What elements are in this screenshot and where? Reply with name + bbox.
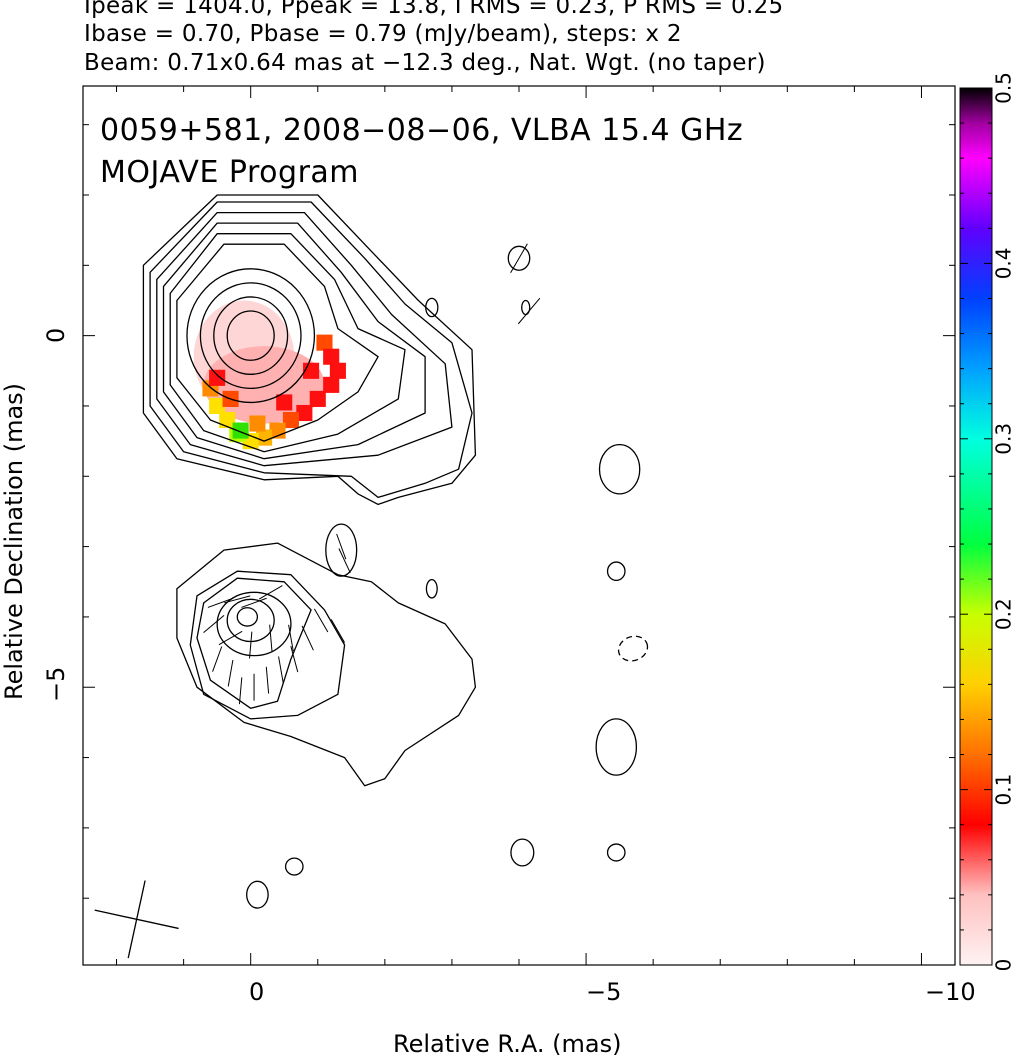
south-contour	[176, 542, 477, 787]
frac-pol-pixel	[309, 390, 326, 407]
evpa-tick	[330, 619, 346, 643]
chart-subtitle: MOJAVE Program	[100, 155, 360, 190]
isolated-contour	[606, 561, 626, 581]
colorbar-tick-label: 0.3	[992, 423, 1016, 455]
evpa-tick	[258, 585, 283, 600]
isolated-contour	[425, 297, 439, 318]
core-contour	[186, 268, 316, 404]
evpa-tick	[301, 625, 314, 651]
south-contour	[189, 570, 346, 720]
frac-pol-pixel	[209, 369, 226, 386]
evpa-tick	[203, 614, 225, 633]
beam-minor-axis	[94, 909, 179, 930]
jet-contour	[149, 201, 473, 499]
colorbar-tick-label: 0	[992, 959, 1016, 972]
jet-contour	[176, 243, 379, 442]
y-axis-label: Relative Declination (mas)	[0, 382, 28, 700]
evpa-tick	[278, 656, 284, 683]
colorbar-tick-label: 0.5	[992, 72, 1016, 104]
frac-pol-pixel	[232, 422, 249, 439]
south-contour	[226, 598, 275, 643]
x-axis-label: Relative R.A. (mas)	[393, 1030, 622, 1058]
frac-pol-pixel	[249, 415, 266, 432]
evpa-tick	[238, 677, 243, 705]
evpa-tick	[207, 597, 234, 608]
isolated-contour	[598, 443, 641, 495]
evpa-tick	[313, 608, 329, 633]
evpa-tick	[227, 659, 234, 687]
evpa-tick	[517, 297, 541, 325]
frac-pol-pixel	[282, 411, 299, 429]
colorbar-tick-label: 0.2	[992, 598, 1016, 630]
colorbar-tick-label: 0.4	[992, 247, 1016, 279]
plot-frame	[82, 85, 956, 966]
jet-contour	[169, 233, 406, 453]
isolated-contour	[284, 857, 304, 876]
header-beam-info: Beam: 0.71x0.64 mas at −12.3 deg., Nat. …	[84, 50, 766, 76]
jet-contour	[162, 222, 426, 460]
frac-pol-pixel	[323, 376, 340, 393]
isolated-contour	[507, 245, 531, 271]
evpa-tick	[336, 533, 347, 560]
evpa-tick	[338, 548, 351, 574]
y-tick-label: −5	[42, 666, 70, 702]
core-contour	[213, 296, 289, 375]
isolated-contour	[246, 880, 269, 909]
header-peak-rms: Ipeak = 1404.0, Ppeak = 13.8, I RMS = 0.…	[84, 0, 784, 19]
evpa-tick	[269, 624, 273, 652]
frac-pol-pixel	[316, 334, 333, 351]
evpa-tick	[510, 243, 528, 274]
core-contour	[199, 282, 302, 390]
evpa-tick	[265, 666, 270, 694]
frac-pol-pixel	[256, 429, 273, 446]
evpa-tick	[218, 630, 243, 646]
jet-contour	[156, 211, 453, 467]
isolated-contour	[595, 718, 638, 776]
evpa-tick	[241, 597, 267, 608]
evpa-tick	[212, 646, 223, 672]
frac-pol-pixel	[219, 411, 236, 429]
isolated-contour	[425, 578, 438, 599]
evpa-tick	[290, 646, 299, 673]
jet-contour	[142, 194, 477, 506]
x-tick-label: 0	[249, 978, 265, 1006]
isolated-contour	[606, 843, 626, 862]
frac-pol-pixel	[276, 394, 293, 411]
south-contour	[216, 591, 292, 657]
x-tick-label: −5	[586, 978, 622, 1006]
x-tick-label: −10	[925, 978, 976, 1006]
y-tick-label: 0	[42, 327, 70, 343]
chart-title: 0059+581, 2008−08−06, VLBA 15.4 GHz	[100, 113, 744, 148]
south-contour	[236, 607, 259, 627]
isolated-contour	[325, 523, 358, 577]
colorbar-tick-label: 0.1	[992, 774, 1016, 806]
negative-contour	[617, 635, 649, 662]
frac-pol-pixel	[209, 397, 226, 415]
header-base-levels: Ibase = 0.70, Pbase = 0.79 (mJy/beam), s…	[84, 21, 682, 47]
isolated-contour	[510, 838, 535, 867]
core-contour	[226, 310, 275, 361]
evpa-tick	[288, 624, 294, 652]
frac-pol-pixel	[329, 362, 346, 379]
evpa-tick	[249, 631, 253, 659]
evpa-tick	[224, 595, 251, 604]
colorbar-gradient	[960, 88, 992, 965]
frac-pol-pixel	[296, 404, 313, 422]
south-contour	[196, 577, 312, 709]
colorbar-frame	[959, 87, 993, 966]
frac-pol-pixel	[323, 348, 340, 365]
